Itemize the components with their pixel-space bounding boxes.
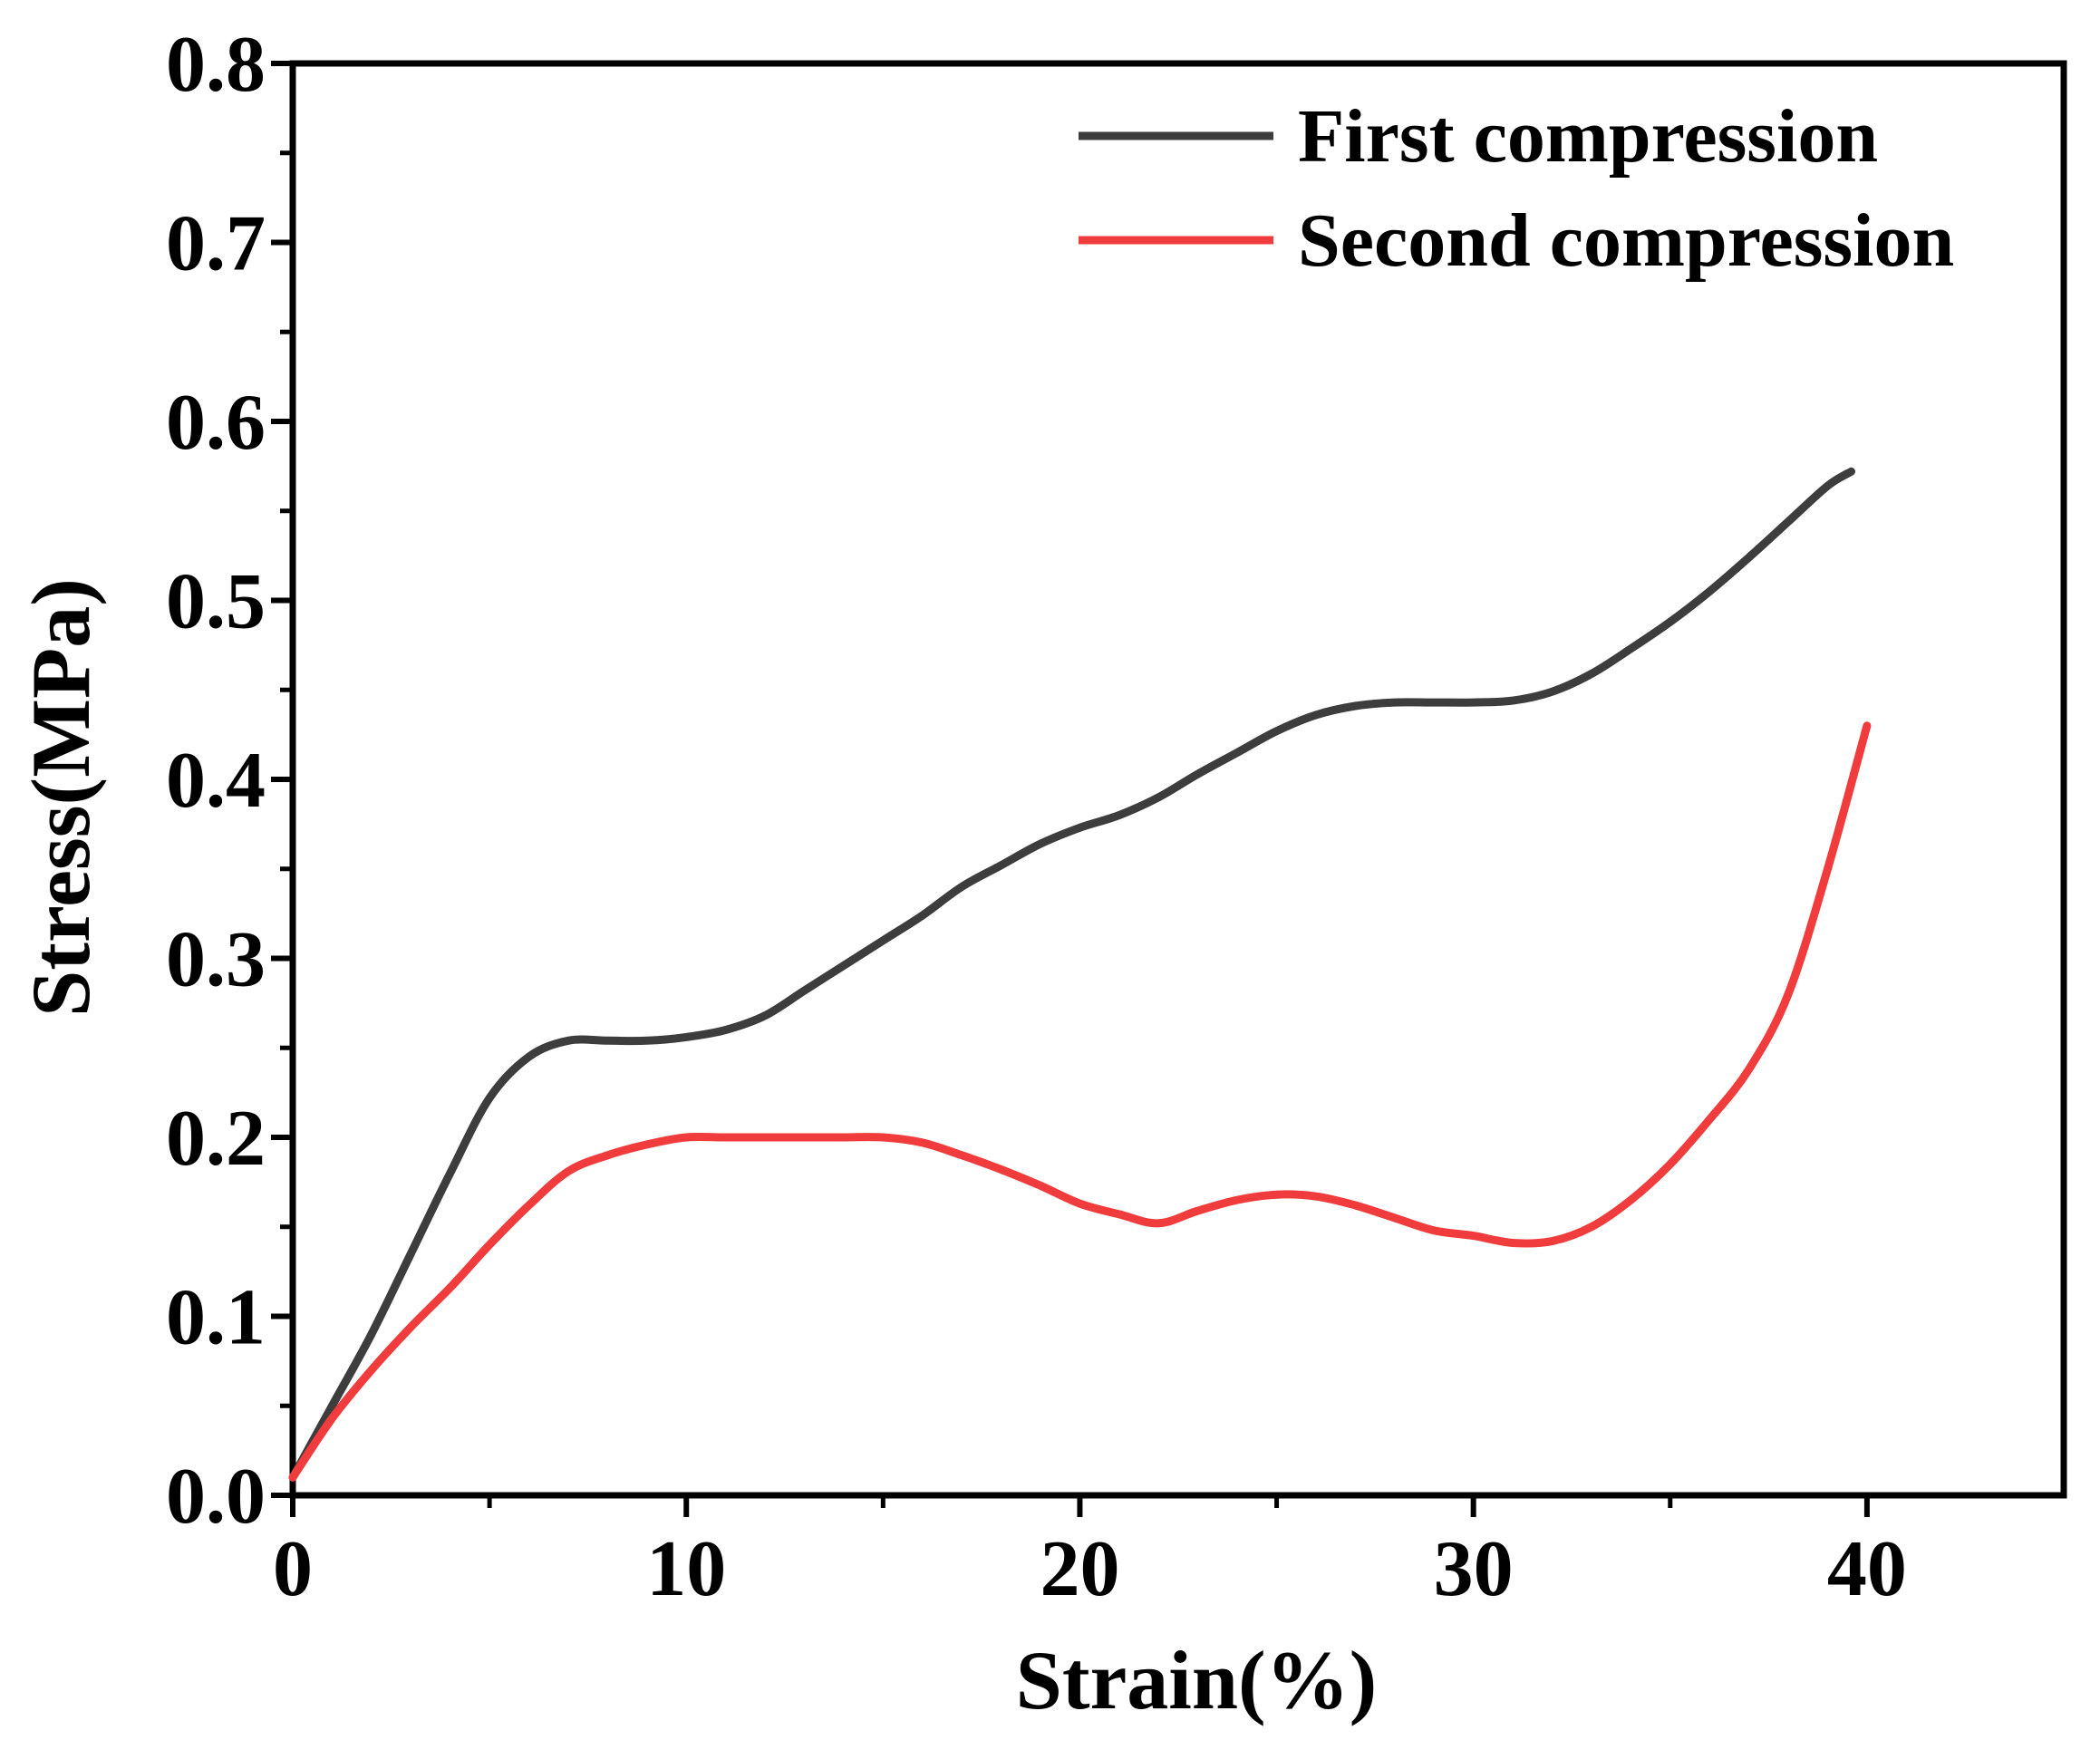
x-tick-label: 30 <box>1434 1525 1514 1613</box>
x-axis-title: Strain(%) <box>1016 1634 1378 1726</box>
y-tick-label: 0.8 <box>166 21 266 109</box>
x-tick-label: 40 <box>1827 1525 1907 1613</box>
series-line-first-compression <box>288 467 1855 1482</box>
y-tick-label: 0.2 <box>166 1095 266 1183</box>
y-axis-title: Stress(MPa) <box>15 578 107 1017</box>
x-tick-label: 0 <box>273 1525 313 1613</box>
tick-labels: 0 10 20 30 40 0.0 0.1 0.2 0.3 0.4 0.5 0.6 0.7 0.8 <box>166 21 1907 1613</box>
y-tick-label: 0.5 <box>166 558 266 646</box>
y-tick-label: 0.3 <box>166 916 266 1004</box>
y-tick-label: 0.0 <box>166 1453 266 1541</box>
series-layer <box>288 467 1872 1482</box>
y-tick-label: 0.4 <box>166 737 266 825</box>
x-tick-label: 10 <box>646 1525 726 1613</box>
y-tick-label: 0.1 <box>166 1274 266 1362</box>
series-line-second-compression <box>288 721 1872 1482</box>
legend-label-first: First compression <box>1298 94 1878 179</box>
legend: First compression Second compression <box>1079 94 1954 283</box>
y-tick-label: 0.6 <box>166 379 266 467</box>
y-tick-label: 0.7 <box>166 200 266 288</box>
axis-ticks <box>271 61 1870 1517</box>
x-tick-label: 20 <box>1040 1525 1119 1613</box>
legend-label-second: Second compression <box>1298 198 1954 283</box>
